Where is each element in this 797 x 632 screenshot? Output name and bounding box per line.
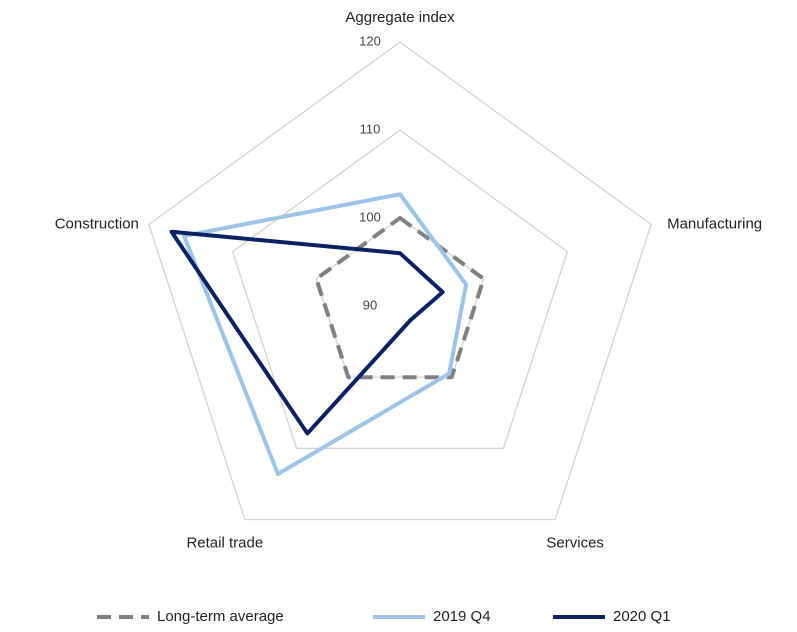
category-label: Retail trade xyxy=(186,535,263,552)
series-line xyxy=(182,192,469,477)
grid-ring xyxy=(231,129,569,449)
legend-label: 2020 Q1 xyxy=(613,608,671,625)
tick-label: 90 xyxy=(363,297,377,312)
tick-label: 120 xyxy=(359,33,381,48)
series-line xyxy=(169,229,445,436)
category-label: Aggregate index xyxy=(345,9,455,26)
category-label: Manufacturing xyxy=(667,215,762,232)
tick-label: 110 xyxy=(360,121,381,136)
grid-ring xyxy=(148,41,652,521)
legend-label: Long-term average xyxy=(157,608,284,625)
category-label: Construction xyxy=(55,215,139,232)
legend-label: 2019 Q4 xyxy=(433,608,491,625)
series-line xyxy=(314,216,486,380)
tick-label: 100 xyxy=(359,209,381,224)
category-label: Services xyxy=(546,535,604,552)
